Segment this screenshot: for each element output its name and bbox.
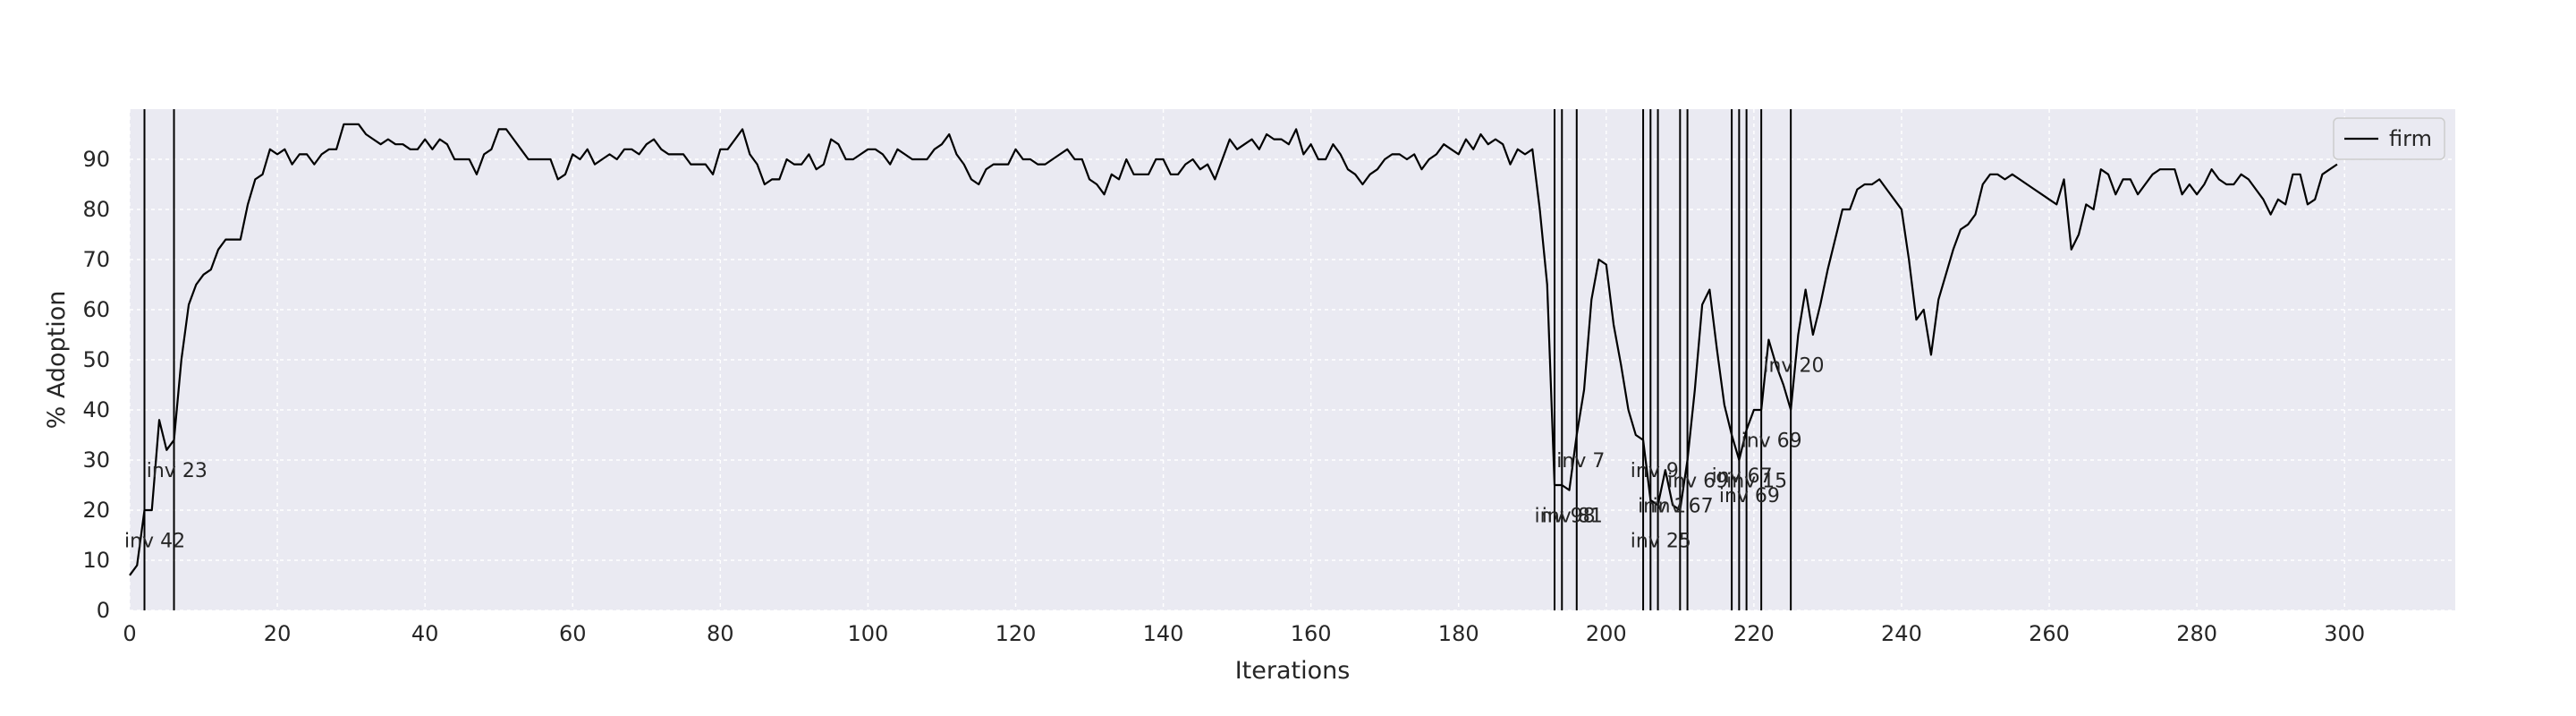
x-tick-label: 60 [559, 621, 587, 646]
annotation-label: inv 98 [1535, 506, 1596, 528]
annotation-label: inv 67 [1653, 495, 1714, 517]
y-axis-ticks: 0 10 20 30 40 50 60 70 80 90 [82, 147, 110, 623]
annotation-label: inv 69 [1741, 430, 1802, 453]
y-tick-label: 80 [82, 197, 110, 222]
annotation-label: inv 9 [1631, 460, 1679, 482]
x-tick-label: 80 [707, 621, 734, 646]
series-line-firm [129, 123, 2338, 576]
y-tick-label: 30 [82, 448, 110, 473]
grid-lines [129, 109, 2455, 611]
annotation-label: inv 42 [124, 531, 185, 553]
y-tick-label: 70 [82, 247, 110, 272]
x-tick-label: 160 [1291, 621, 1332, 646]
annotation-label: inv 69 [1667, 470, 1728, 492]
annotation-label: inv 25 [1631, 531, 1691, 553]
annotation-label: inv 67 [1712, 465, 1773, 488]
x-tick-label: 260 [2029, 621, 2070, 646]
x-tick-label: 200 [1586, 621, 1627, 646]
annotation-label: inv 23 [147, 460, 208, 482]
x-tick-label: 0 [123, 621, 136, 646]
y-tick-label: 0 [97, 598, 110, 623]
y-tick-label: 90 [82, 147, 110, 172]
annotation-label: inv 81 [1542, 506, 1603, 528]
y-tick-label: 50 [82, 347, 110, 372]
x-axis-label: Iterations [1235, 657, 1351, 685]
intervention-lines [143, 109, 1792, 610]
y-axis-label: % Adoption [43, 291, 71, 430]
x-tick-label: 40 [411, 621, 439, 646]
annotation-label: inv 69 [1719, 485, 1780, 507]
x-tick-label: 280 [2176, 621, 2217, 646]
x-tick-label: 120 [996, 621, 1037, 646]
x-tick-label: 300 [2324, 621, 2365, 646]
x-tick-label: 240 [1881, 621, 1922, 646]
y-tick-label: 10 [82, 548, 110, 573]
annotation-label: inv 15 [1726, 470, 1787, 492]
x-tick-label: 20 [264, 621, 292, 646]
annotation-label: inv 1 [1638, 495, 1686, 517]
annotation-label: inv 7 [1556, 450, 1605, 473]
legend-box [2333, 117, 2445, 160]
legend-label-firm: firm [2389, 126, 2432, 151]
y-tick-label: 60 [82, 297, 110, 322]
x-tick-label: 180 [1438, 621, 1479, 646]
x-tick-label: 100 [847, 621, 888, 646]
x-tick-label: 140 [1143, 621, 1184, 646]
annotation-label: inv 20 [1763, 355, 1824, 378]
x-axis-ticks: 0 20 40 60 80 100 120 140 160 180 200 220 240 260 280 3… [123, 621, 2365, 646]
x-tick-label: 220 [1733, 621, 1775, 646]
legend: firm [2333, 117, 2445, 160]
y-tick-label: 20 [82, 498, 110, 523]
y-tick-label: 40 [82, 397, 110, 422]
